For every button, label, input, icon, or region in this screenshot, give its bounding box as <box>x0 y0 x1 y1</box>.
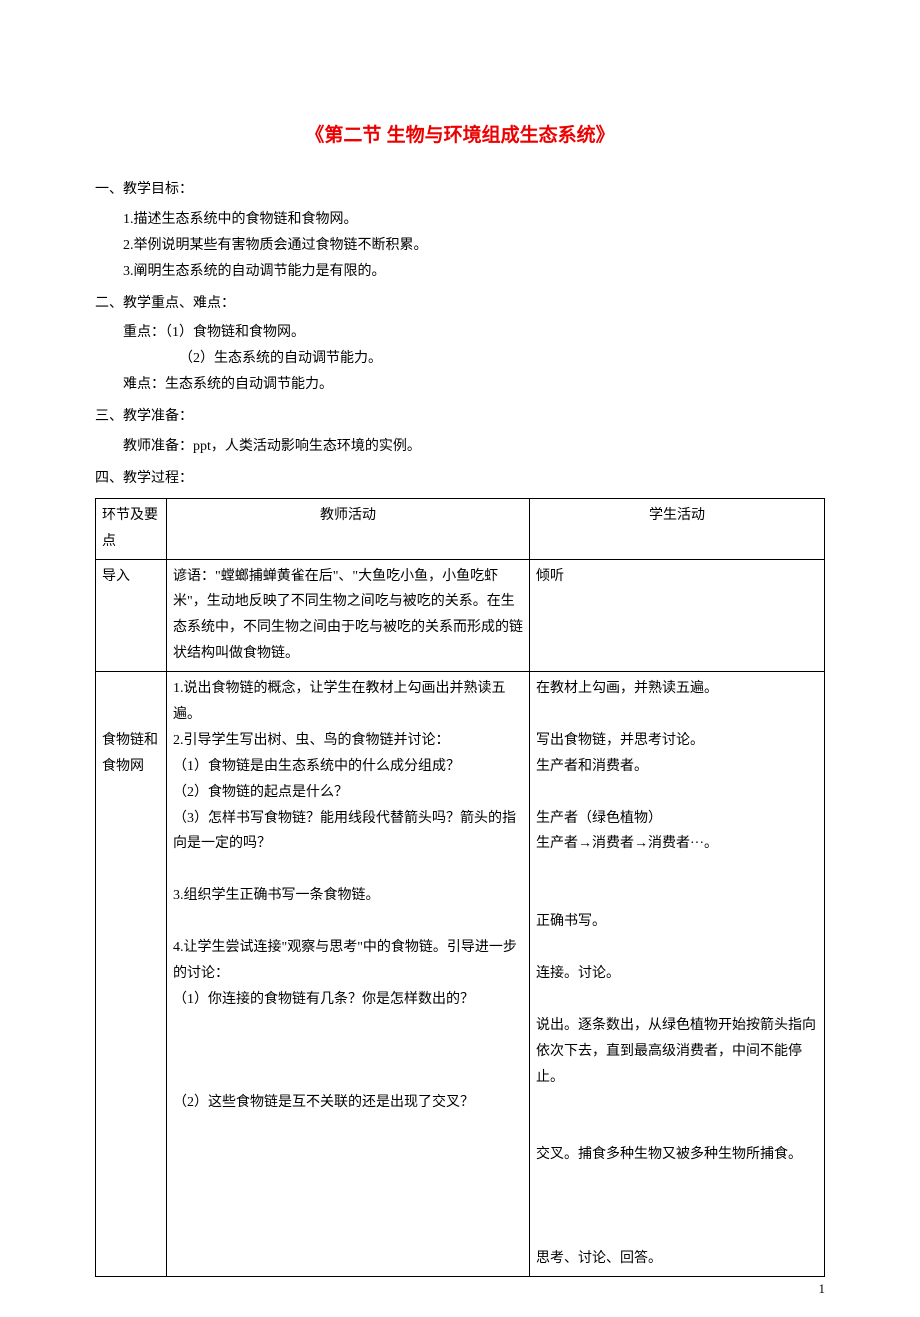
cell-paragraph: （1）食物链是由生态系统中的什么成分组成？ <box>173 754 523 780</box>
table-header-col1: 环节及要点 <box>96 498 167 559</box>
section-1-heading: 一、教学目标： <box>95 177 825 203</box>
cell-paragraph: （1）你连接的食物链有几条？你是怎样数出的？ <box>173 987 523 1013</box>
section-1-item-3: 3.阐明生态系统的自动调节能力是有限的。 <box>123 259 825 285</box>
cell-paragraph: 生产者（绿色植物） <box>536 806 818 832</box>
table-cell-foodchain-c2: 1.说出食物链的概念，让学生在教材上勾画出并熟读五遍。 2.引导学生写出树、虫、… <box>167 672 530 1276</box>
table-header-row: 环节及要点 教师活动 学生活动 <box>96 498 825 559</box>
cell-paragraph: 生产者→消费者→消费者···。 <box>536 831 818 857</box>
table-cell-intro-c2: 谚语："螳螂捕蝉黄雀在后"、"大鱼吃小鱼，小鱼吃虾米"，生动地反映了不同生物之间… <box>167 559 530 672</box>
cell-paragraph: 写出食物链，并思考讨论。 <box>536 728 818 754</box>
section-2-key-sub: （2）生态系统的自动调节能力。 <box>179 346 825 372</box>
section-2-heading: 二、教学重点、难点： <box>95 291 825 317</box>
table-row: 导入 谚语："螳螂捕蝉黄雀在后"、"大鱼吃小鱼，小鱼吃虾米"，生动地反映了不同生… <box>96 559 825 672</box>
table-row: 食物链和食物网 1.说出食物链的概念，让学生在教材上勾画出并熟读五遍。 2.引导… <box>96 672 825 1276</box>
teaching-process-table: 环节及要点 教师活动 学生活动 导入 谚语："螳螂捕蝉黄雀在后"、"大鱼吃小鱼，… <box>95 498 825 1277</box>
section-1-item-2: 2.举例说明某些有害物质会通过食物链不断积累。 <box>123 233 825 259</box>
page-number: 1 <box>819 1281 826 1297</box>
cell-paragraph: 连接。讨论。 <box>536 961 818 987</box>
table-cell-foodchain-c1: 食物链和食物网 <box>96 672 167 1276</box>
cell-paragraph: （2）食物链的起点是什么？ <box>173 780 523 806</box>
section-3-heading: 三、教学准备： <box>95 404 825 430</box>
cell-paragraph: 在教材上勾画，并熟读五遍。 <box>536 676 818 702</box>
document-page: 《第二节 生物与环境组成生态系统》 一、教学目标： 1.描述生态系统中的食物链和… <box>0 0 920 1317</box>
table-header-col3: 学生活动 <box>530 498 825 559</box>
cell-paragraph: （2）这些食物链是互不关联的还是出现了交叉？ <box>173 1090 523 1116</box>
cell-paragraph: 交叉。捕食多种生物又被多种生物所捕食。 <box>536 1142 818 1168</box>
section-3-content: 教师准备：ppt，人类活动影响生态环境的实例。 <box>123 434 825 460</box>
table-cell-foodchain-c3: 在教材上勾画，并熟读五遍。 写出食物链，并思考讨论。 生产者和消费者。 生产者（… <box>530 672 825 1276</box>
table-header-col2: 教师活动 <box>167 498 530 559</box>
cell-paragraph: 3.组织学生正确书写一条食物链。 <box>173 883 523 909</box>
cell-paragraph: 说出。逐条数出，从绿色植物开始按箭头指向依次下去，直到最高级消费者，中间不能停止… <box>536 1013 818 1091</box>
table-cell-intro-c3: 倾听 <box>530 559 825 672</box>
cell-paragraph: 生产者和消费者。 <box>536 754 818 780</box>
cell-paragraph: 2.引导学生写出树、虫、鸟的食物链并讨论： <box>173 728 523 754</box>
document-title: 《第二节 生物与环境组成生态系统》 <box>95 120 825 147</box>
cell-paragraph: （3）怎样书写食物链？能用线段代替箭头吗？箭头的指向是一定的吗？ <box>173 806 523 858</box>
cell-text: 食物链和食物网 <box>102 733 158 774</box>
cell-paragraph: 4.让学生尝试连接"观察与思考"中的食物链。引导进一步的讨论： <box>173 935 523 987</box>
section-2-diff: 难点：生态系统的自动调节能力。 <box>123 372 825 398</box>
section-1-item-1: 1.描述生态系统中的食物链和食物网。 <box>123 207 825 233</box>
cell-paragraph: 思考、讨论、回答。 <box>536 1246 818 1272</box>
table-cell-intro-c1: 导入 <box>96 559 167 672</box>
section-2-key: 重点：（1）食物链和食物网。 <box>123 320 825 346</box>
cell-paragraph: 1.说出食物链的概念，让学生在教材上勾画出并熟读五遍。 <box>173 676 523 728</box>
cell-paragraph: 正确书写。 <box>536 909 818 935</box>
section-4-heading: 四、教学过程： <box>95 466 825 492</box>
